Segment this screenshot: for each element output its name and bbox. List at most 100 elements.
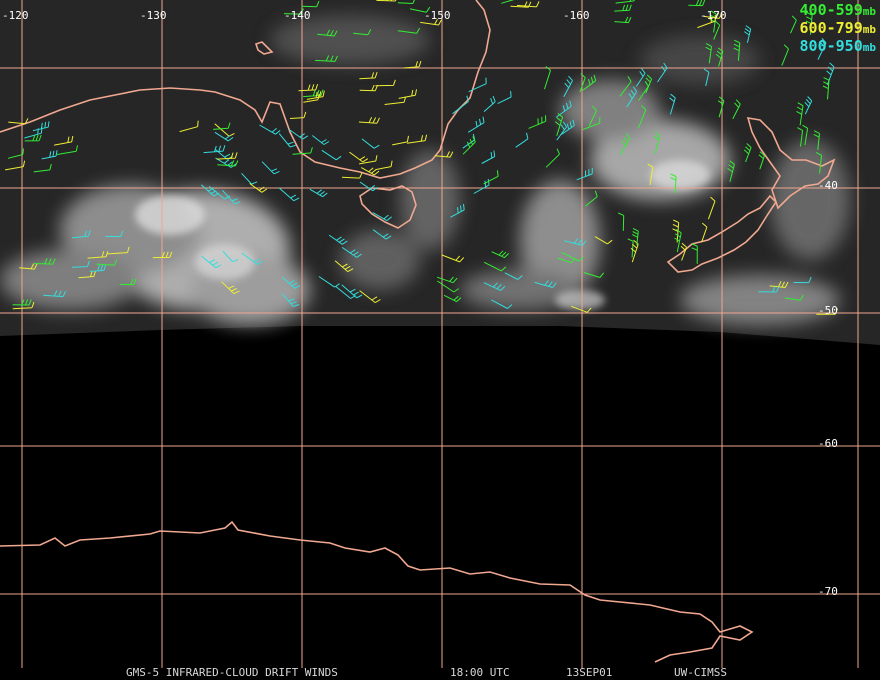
cloud-detail — [135, 160, 710, 310]
wind-barb — [278, 133, 297, 148]
wind-barb — [259, 124, 281, 135]
wind-barb — [341, 246, 362, 258]
new-zealand-north-coast — [746, 117, 836, 210]
lat-label-40: -40 — [818, 179, 838, 192]
wind-barb — [358, 116, 380, 124]
wind-barb — [733, 39, 741, 61]
wind-barb — [306, 90, 325, 100]
wind-barb — [241, 172, 258, 185]
wind-barb — [813, 130, 820, 151]
wind-barb — [703, 68, 710, 87]
wind-barb — [784, 294, 804, 301]
wind-barb — [289, 111, 307, 119]
wind-barb — [214, 131, 234, 142]
wind-barb — [34, 258, 56, 265]
wind-barb — [709, 10, 717, 33]
wind-barb — [87, 250, 109, 259]
wind-barb — [816, 308, 838, 315]
wind-barb — [697, 15, 716, 29]
wind-barb — [441, 254, 465, 263]
wind-barb — [758, 286, 780, 293]
wind-barb — [283, 8, 304, 15]
wind-barb — [292, 147, 313, 155]
wind-barb — [491, 250, 510, 259]
wind-barb — [222, 250, 239, 263]
lon-label-120: -120 — [2, 9, 29, 22]
wind-barb — [545, 148, 560, 168]
wind-barb — [317, 29, 338, 37]
wind-barb — [657, 62, 668, 83]
wind-barb — [790, 15, 797, 34]
wind-barb — [561, 119, 575, 135]
wind-barb — [43, 290, 67, 298]
wind-barb — [105, 230, 124, 237]
wind-barb — [321, 149, 342, 161]
wind-barb — [397, 0, 415, 4]
caption-source: UW-CIMSS — [674, 666, 727, 679]
wind-barb — [249, 183, 268, 193]
lon-label-160: -160 — [563, 9, 590, 22]
wind-barb — [359, 72, 378, 80]
wind-barb — [281, 276, 301, 289]
wind-barb — [57, 145, 78, 155]
wind-barb — [72, 260, 90, 268]
wind-barb — [501, 0, 515, 4]
wind-barb — [311, 135, 330, 145]
wind-barb — [221, 281, 240, 295]
wind-barb — [359, 181, 378, 192]
wind-barb — [303, 89, 324, 98]
wind-barb — [221, 189, 241, 205]
wind-barb — [576, 167, 593, 181]
wind-barb — [434, 151, 454, 158]
wind-barb — [403, 60, 422, 69]
wind-barb — [619, 132, 631, 156]
wind-barb — [571, 305, 592, 313]
wind-barb — [341, 172, 363, 179]
lon-label-170: -170 — [700, 9, 727, 22]
wind-barb — [688, 0, 706, 7]
wind-barb — [334, 260, 354, 273]
wind-barb — [349, 151, 369, 163]
wind-barb — [376, 0, 397, 2]
wind-barb — [743, 143, 752, 163]
wind-barb — [450, 203, 465, 218]
wind-barb — [467, 116, 485, 133]
wind-barb — [635, 68, 646, 87]
wind-barb — [409, 6, 431, 13]
wind-barb — [744, 25, 752, 43]
wind-barb — [585, 190, 598, 207]
wind-barb — [309, 188, 328, 198]
wind-barb — [805, 12, 813, 35]
wind-barb — [826, 62, 835, 86]
wind-barb — [359, 290, 381, 304]
wind-barb — [5, 160, 26, 171]
wind-barb — [96, 259, 118, 266]
wind-barb — [107, 246, 130, 255]
wind-barb — [335, 286, 357, 299]
wind-barb — [516, 1, 540, 8]
wind-barb — [793, 276, 812, 284]
wind-barb — [32, 121, 50, 132]
wind-barb — [632, 227, 639, 246]
wind-barb — [483, 282, 506, 291]
wind-barb — [630, 239, 639, 263]
wind-barb — [119, 278, 137, 286]
wind-barb — [691, 243, 698, 264]
wind-barb — [614, 4, 632, 12]
wind-barb — [626, 86, 638, 108]
wind-barb — [392, 135, 409, 146]
wind-barb — [822, 77, 830, 100]
wind-barb — [200, 184, 220, 197]
australia-coast — [0, 0, 491, 179]
wind-barb — [594, 236, 613, 245]
tasmania-coast — [359, 185, 417, 229]
wind-barb — [359, 84, 379, 92]
wind-barb — [241, 252, 263, 265]
wind-barb — [298, 84, 319, 92]
wind-barb — [436, 276, 458, 284]
wind-barb — [769, 281, 789, 288]
wind-barb — [481, 150, 496, 164]
wind-barb — [353, 29, 372, 36]
island-coast — [254, 41, 274, 55]
